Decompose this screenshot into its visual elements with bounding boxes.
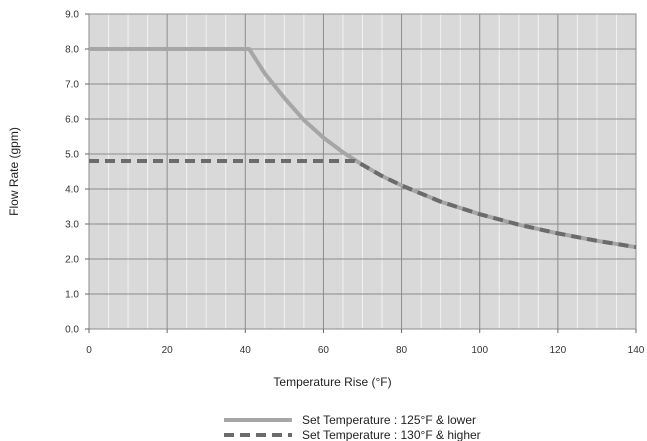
- y-tick-label: 7.0: [65, 80, 79, 91]
- y-tick-label: 8.0: [65, 45, 79, 56]
- series-line-1: [89, 47, 637, 250]
- y-tick-label: 6.0: [65, 115, 79, 126]
- y-axis-ticks: 0.0 1.0 2.0 3.0 4.0 5.0 6.0 7.0 8.0 9.0: [65, 10, 89, 336]
- x-tick-label: 140: [628, 345, 645, 356]
- series-layer: [89, 47, 637, 250]
- y-tick-label: 0.0: [65, 325, 79, 336]
- x-tick-label: 60: [318, 345, 330, 356]
- legend-label-2: Set Temperature : 130°F & higher: [302, 428, 481, 441]
- y-tick-label: 3.0: [65, 220, 79, 231]
- x-tick-label: 40: [240, 345, 252, 356]
- minor-grid: [108, 14, 617, 329]
- y-axis-label: Flow Rate (gpm): [7, 127, 21, 216]
- x-axis-ticks: 0 20 40 60 80 100 120 140: [86, 329, 645, 356]
- x-tick-label: 100: [471, 345, 488, 356]
- y-tick-label: 9.0: [65, 10, 79, 21]
- y-tick-label: 1.0: [65, 290, 79, 301]
- legend-label-1: Set Temperature : 125°F & lower: [302, 413, 476, 427]
- x-axis-label: Temperature Rise (°F): [273, 375, 391, 389]
- x-tick-label: 20: [162, 345, 174, 356]
- series-line-2: [89, 159, 637, 250]
- x-tick-label: 120: [550, 345, 567, 356]
- y-tick-label: 4.0: [65, 185, 79, 196]
- y-tick-label: 5.0: [65, 150, 79, 161]
- x-tick-label: 80: [396, 345, 408, 356]
- y-tick-label: 2.0: [65, 255, 79, 266]
- plot-frame: [88, 13, 637, 330]
- x-tick-label: 0: [86, 345, 92, 356]
